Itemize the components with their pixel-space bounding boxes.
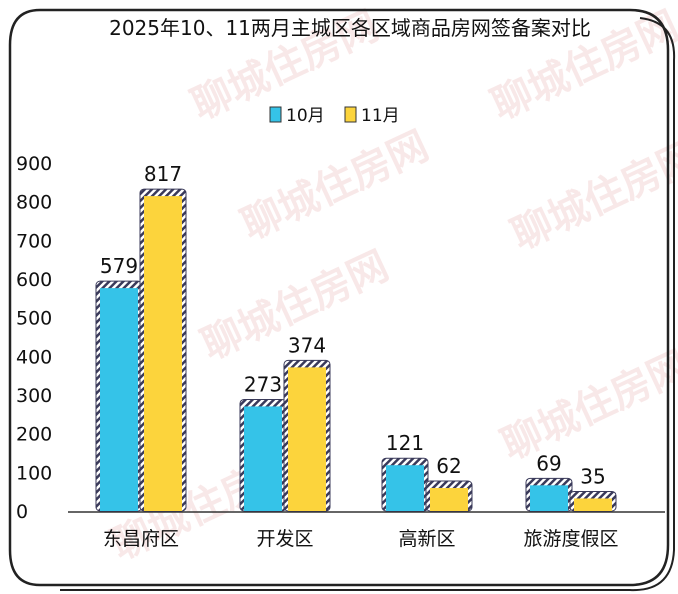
watermark-logo: 聊城住房网 [505, 133, 678, 259]
y-tick-label: 700 [16, 230, 52, 252]
bar [386, 465, 424, 511]
y-tick-label: 500 [16, 308, 52, 330]
legend-label: 10月 [286, 106, 325, 126]
bar [574, 498, 612, 511]
data-label: 579 [100, 254, 138, 278]
x-tick-label: 高新区 [398, 528, 455, 550]
y-tick-label: 800 [16, 192, 52, 214]
y-tick-label: 0 [16, 501, 28, 523]
data-label: 273 [244, 372, 282, 396]
bar [430, 488, 468, 511]
data-label: 69 [536, 451, 561, 475]
watermark-logo: 聊城住房网 [495, 343, 678, 469]
data-label: 35 [580, 464, 605, 488]
bar [288, 367, 326, 511]
watermark-logo: 聊城住房网 [235, 123, 436, 249]
x-tick-label: 开发区 [256, 528, 313, 550]
y-tick-label: 600 [16, 269, 52, 291]
chart-title: 2025年10、11两月主城区各区域商品房网签备案对比 [109, 16, 591, 40]
bar [530, 485, 568, 511]
data-label: 121 [386, 431, 424, 455]
bar [244, 406, 282, 511]
legend-swatch [344, 106, 357, 123]
bar [100, 288, 138, 511]
chart-border-shadow [60, 17, 676, 592]
x-tick-label: 东昌府区 [103, 528, 179, 550]
data-label: 374 [288, 333, 326, 357]
y-tick-label: 100 [16, 462, 52, 484]
data-label: 62 [436, 454, 461, 478]
bar [144, 196, 182, 512]
y-tick-label: 900 [16, 153, 52, 175]
y-tick-label: 300 [16, 385, 52, 407]
data-label: 817 [144, 162, 182, 186]
y-tick-label: 200 [16, 424, 52, 446]
y-tick-label: 400 [16, 346, 52, 368]
x-tick-label: 旅游度假区 [523, 528, 618, 550]
legend-swatch [269, 106, 282, 123]
legend-label: 11月 [361, 106, 400, 126]
